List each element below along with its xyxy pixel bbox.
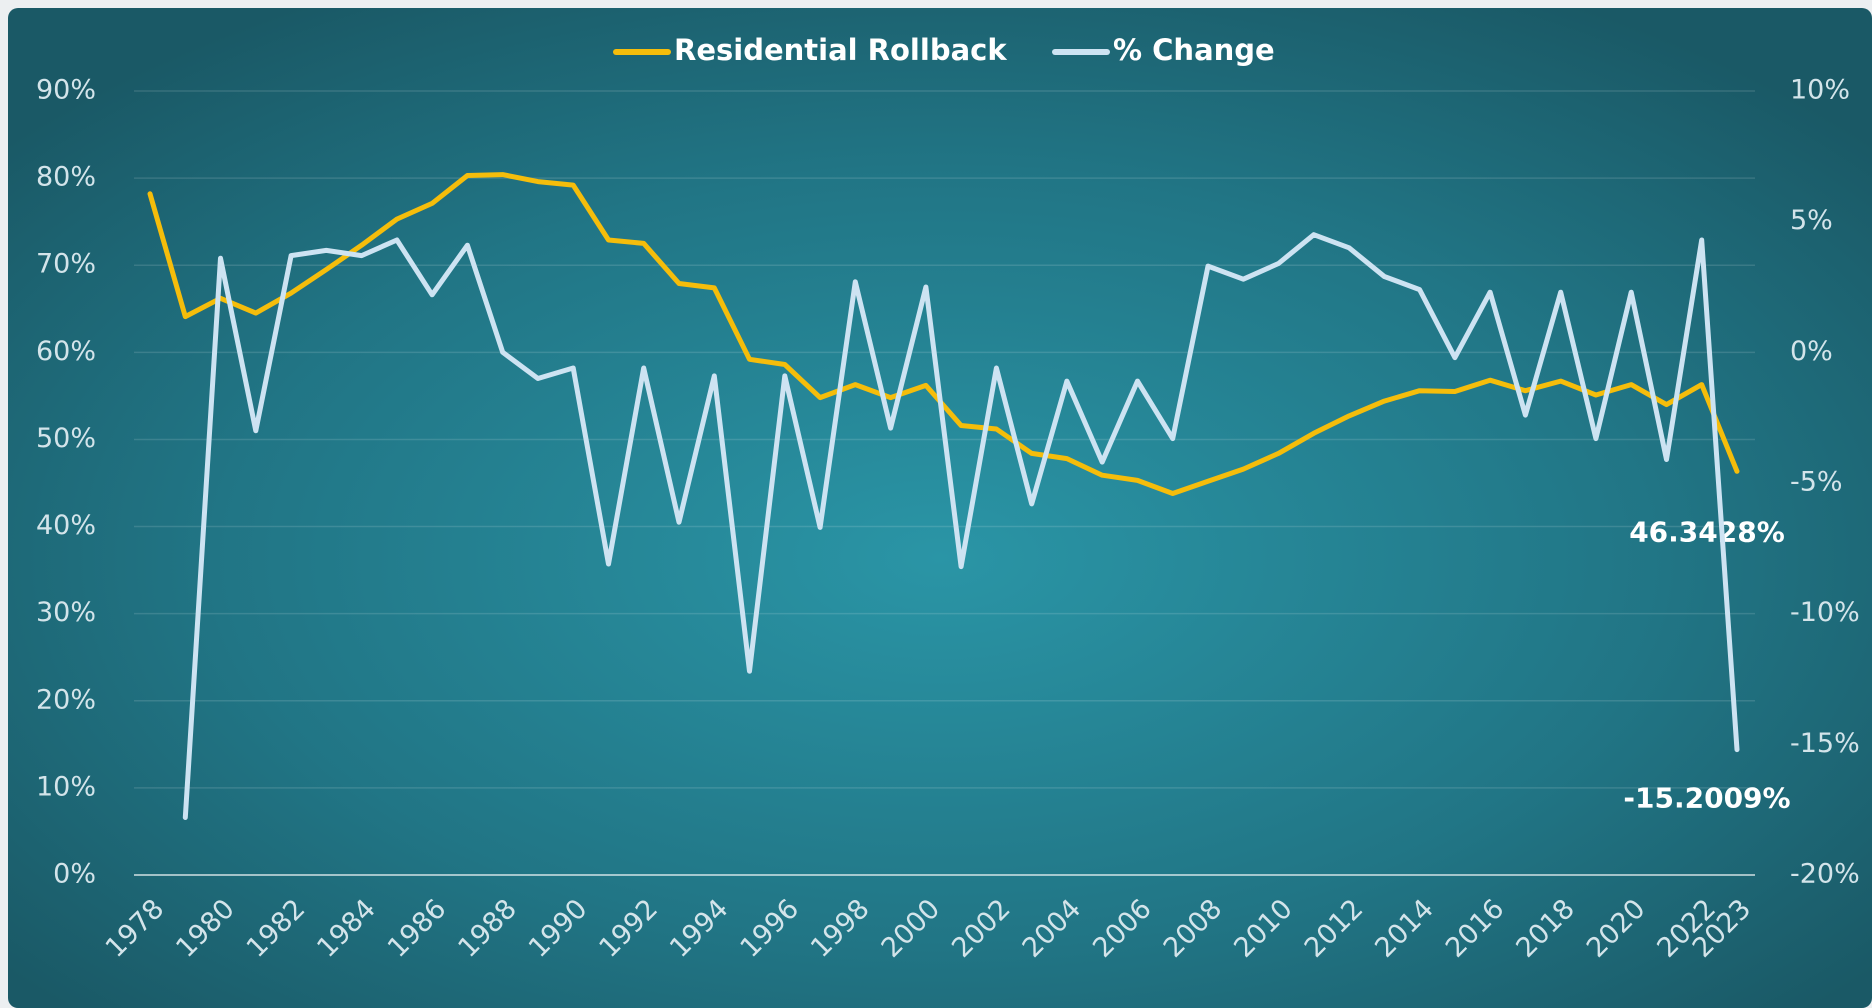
legend-label: Residential Rollback <box>674 33 1007 67</box>
data-label: -15.2009% <box>1623 782 1790 815</box>
y2-tick-label: -15% <box>1790 728 1860 759</box>
y2-tick-label: 0% <box>1790 336 1833 367</box>
data-label: 46.3428% <box>1629 515 1785 548</box>
y-tick-label: 60% <box>36 336 96 367</box>
y-tick-label: 20% <box>36 684 96 715</box>
y2-tick-label: -5% <box>1790 467 1843 498</box>
y-tick-label: 80% <box>36 162 96 193</box>
series-line <box>182 232 1740 820</box>
y2-tick-label: 5% <box>1790 205 1833 236</box>
y-tick-label: 50% <box>36 423 96 454</box>
legend-label: % Change <box>1113 33 1275 67</box>
y2-tick-label: -10% <box>1790 597 1860 628</box>
y-tick-label: 0% <box>53 859 96 890</box>
y-tick-label: 90% <box>36 75 96 106</box>
y2-tick-label: 10% <box>1790 75 1850 106</box>
chart-background <box>8 8 1872 1008</box>
y-tick-label: 40% <box>36 510 96 541</box>
series-line <box>147 172 1740 496</box>
y2-tick-label: -20% <box>1790 859 1860 890</box>
y-tick-label: 30% <box>36 597 96 628</box>
y-tick-label: 70% <box>36 249 96 280</box>
y-tick-label: 10% <box>36 771 96 802</box>
